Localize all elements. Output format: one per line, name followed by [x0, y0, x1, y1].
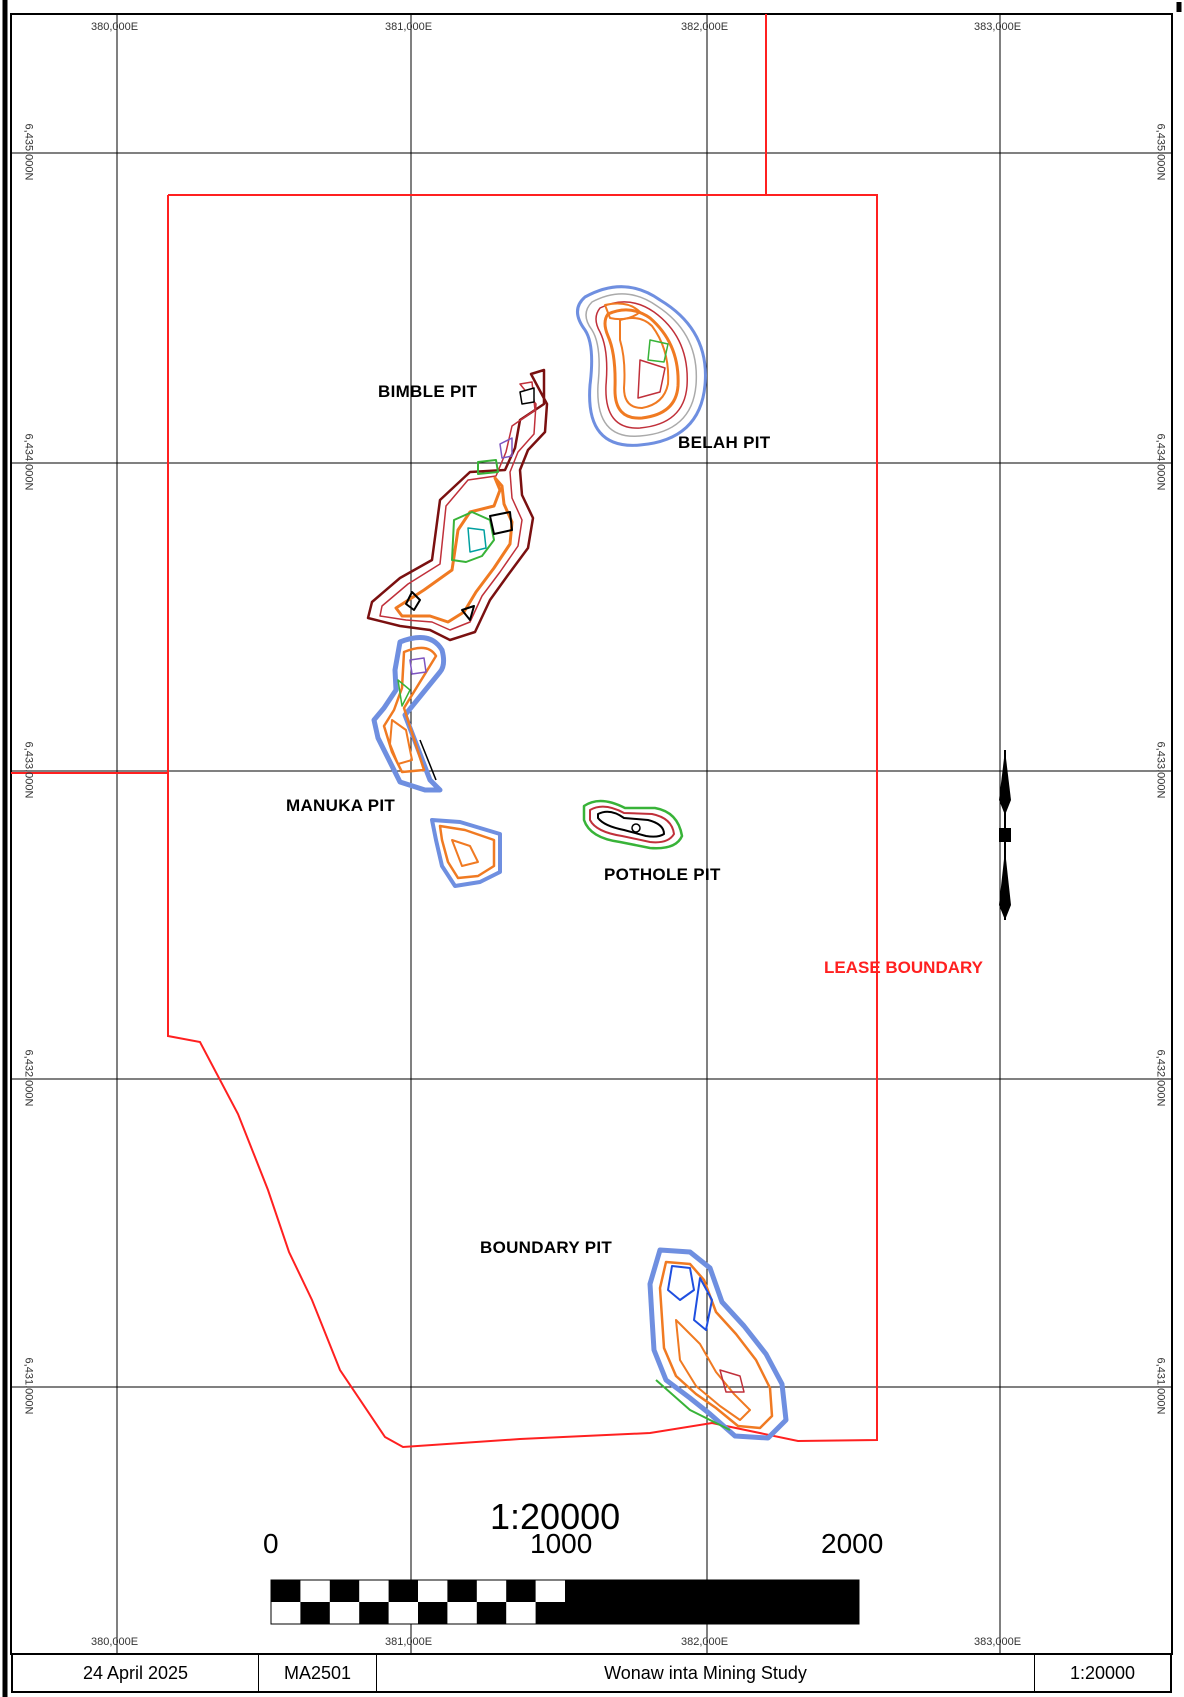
northing-label-right-3: 6,433,000N — [1154, 741, 1167, 799]
scale-bar-segment — [535, 1580, 565, 1602]
title-block: 24 April 2025 MA2501 Wonaw inta Mining S… — [11, 1653, 1172, 1693]
northing-label-right-4: 6,432,000N — [1154, 1049, 1167, 1107]
scale-bar-graphic — [270, 1579, 860, 1625]
northing-label-right-2: 6,434,000N — [1154, 433, 1167, 491]
belah-pit-label: BELAH PIT — [678, 433, 771, 452]
footer-title: Wonaw inta Mining Study — [377, 1655, 1035, 1691]
pothole-pit-outline — [582, 799, 684, 850]
easting-label-bottom-3: 382,000E — [681, 1636, 729, 1648]
manuka-pit-label: MANUKA PIT — [286, 796, 396, 815]
bimble-pit-label: BIMBLE PIT — [378, 382, 478, 401]
scale-bar-segment — [476, 1580, 507, 1602]
northing-label-right-1: 6,435,000N — [1154, 123, 1167, 181]
belah-pit-outline — [576, 285, 707, 447]
scale-bar-segment — [506, 1602, 536, 1624]
northing-label-left-3: 6,433,000N — [22, 741, 35, 799]
pothole-pit-label: POTHOLE PIT — [604, 865, 721, 884]
scale-tick-0: 0 — [263, 1528, 279, 1559]
scale-bar-segment — [329, 1602, 360, 1624]
map-frame — [10, 13, 1173, 1655]
northing-label-left-2: 6,434,000N — [22, 433, 35, 491]
footer-scale: 1:20000 — [1069, 1662, 1136, 1683]
easting-label-top-2: 381,000E — [385, 21, 433, 33]
scale-tick-2000: 2000 — [821, 1528, 884, 1559]
scale-bar-segment — [359, 1580, 389, 1602]
northing-label-left-4: 6,432,000N — [22, 1049, 35, 1107]
northing-label-left-5: 6,431,000N — [22, 1357, 35, 1415]
scale-bar-segment — [447, 1602, 477, 1624]
northing-label-right-5: 6,431,000N — [1154, 1357, 1167, 1415]
easting-label-top-4: 383,000E — [974, 21, 1022, 33]
lease-boundary — [11, 14, 878, 1449]
boundary-pit-label: BOUNDARY PIT — [480, 1238, 613, 1257]
northing-label-left-1: 6,435,000N — [22, 123, 35, 181]
manuka-south-pit-outline — [430, 818, 502, 888]
scale-bar-segment — [271, 1602, 301, 1624]
bimble-pit-outline — [366, 368, 549, 642]
easting-label-bottom-4: 383,000E — [974, 1636, 1022, 1648]
scale-bar-segment — [300, 1580, 330, 1602]
scale-bar-segment — [418, 1580, 448, 1602]
footer-date: 24 April 2025 — [13, 1655, 259, 1691]
footer-code: MA2501 — [259, 1655, 377, 1691]
north-arrow-icon — [999, 750, 1011, 920]
scale-tick-1000: 1000 — [530, 1528, 593, 1559]
grid-lines — [11, 14, 1172, 1654]
easting-label-top-1: 380,000E — [91, 21, 139, 33]
easting-label-top-3: 382,000E — [681, 21, 729, 33]
lease-boundary-label: LEASE BOUNDARY — [824, 958, 983, 977]
boundary-pit-outline — [647, 1247, 789, 1441]
easting-label-bottom-2: 381,000E — [385, 1636, 433, 1648]
easting-label-bottom-1: 380,000E — [91, 1636, 139, 1648]
manuka-pit-outline — [371, 635, 447, 793]
scale-ratio-label: 1:20000 — [490, 1496, 621, 1537]
scale-bar-segment — [388, 1602, 418, 1624]
